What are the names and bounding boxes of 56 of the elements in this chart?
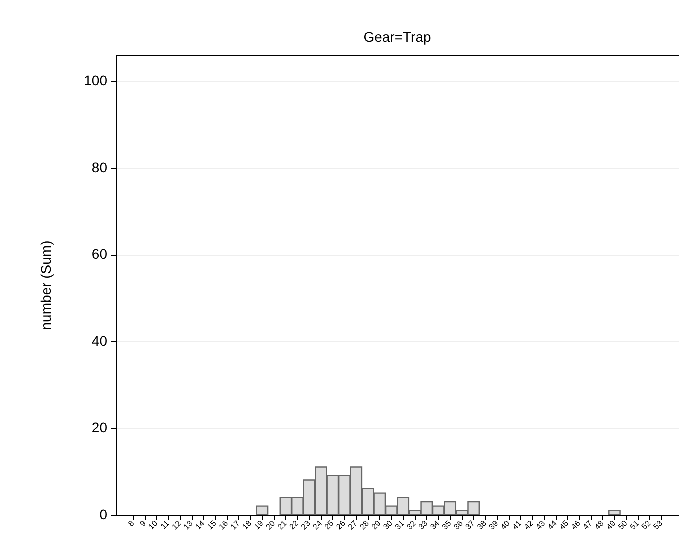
x-tick-label: 30 [382,518,395,532]
x-tick-label: 37 [464,518,478,532]
x-tick-label: 42 [522,518,536,532]
x-tick-label: 22 [288,518,301,532]
x-tick-label: 18 [240,518,254,532]
x-tick-label: 29 [370,518,384,532]
x-tick-label: 41 [510,518,524,532]
y-tick-label: 0 [100,506,108,522]
x-tick-label: 19 [252,518,266,532]
y-tick-label: 40 [92,332,108,349]
y-tick-label: 60 [92,246,108,262]
bar [608,510,621,515]
x-tick-label: 15 [206,518,219,532]
x-tick-label: 23 [300,518,313,532]
x-tick-label: 14 [194,518,207,532]
x-tick-label: 27 [346,518,360,532]
chart-title: Gear=Trap [364,29,432,45]
y-tick-label: 100 [84,72,108,89]
x-tick-label: 43 [534,518,548,532]
x-tick-label: 10 [146,518,160,532]
x-tick-label: 8 [126,518,137,528]
x-tick-label: 28 [358,518,372,532]
x-tick-label: 53 [652,518,665,532]
x-tick-label: 52 [640,518,654,532]
x-tick-label: 49 [604,518,618,532]
x-tick-label: 50 [616,518,630,532]
x-tick-label: 25 [323,518,336,532]
y-tick-label: 80 [92,159,108,176]
x-tick-label: 40 [499,518,512,532]
x-tick-label: 17 [229,518,242,532]
x-tick-label: 35 [440,518,454,532]
bar [256,506,269,515]
x-tick-label: 32 [405,518,418,532]
x-tick-label: 16 [217,518,230,532]
x-tick-label: 36 [452,518,466,532]
x-tick-label: 9 [138,518,148,528]
x-tick-label: 11 [159,518,172,532]
x-tick-label: 38 [476,518,489,532]
x-tick-label: 20 [264,518,278,532]
x-tick-label: 48 [593,518,606,532]
x-tick-label: 39 [487,518,501,532]
x-tick-label: 31 [394,518,407,532]
x-tick-label: 45 [558,518,571,532]
x-tick-label: 24 [311,518,324,532]
x-tick-label: 12 [170,518,184,532]
x-tick-label: 47 [581,518,594,532]
x-tick-label: 44 [546,518,560,532]
y-axis-title: number (Sum) [38,240,54,330]
x-tick-label: 33 [417,518,430,532]
x-tick-label: 51 [628,518,642,532]
y-tick-label: 20 [92,420,108,436]
x-tick-label: 13 [182,518,196,532]
x-tick-label: 26 [334,518,348,532]
x-tick-label: 21 [276,518,290,532]
x-tick-label: 34 [428,518,442,532]
x-tick-label: 46 [570,518,583,532]
